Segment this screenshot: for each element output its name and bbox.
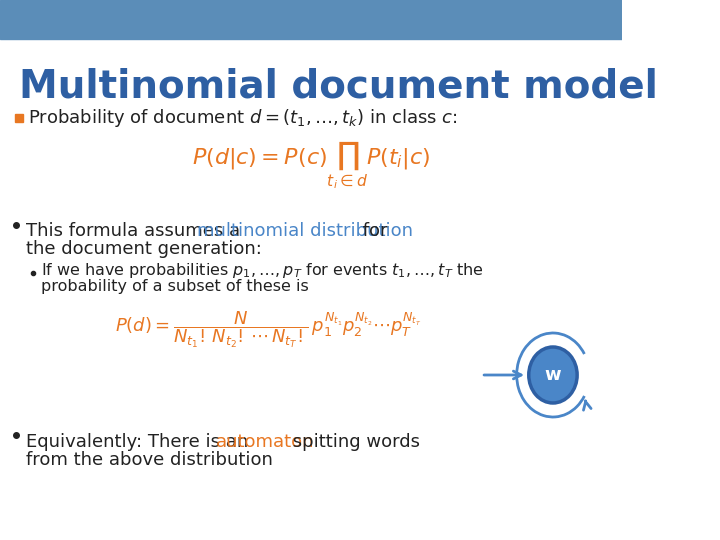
Text: This formula assumes a: This formula assumes a: [26, 222, 246, 240]
Text: spitting words: spitting words: [287, 433, 420, 451]
Text: automaton: automaton: [216, 433, 315, 451]
Text: Equivalently: There is an: Equivalently: There is an: [26, 433, 254, 451]
Text: w: w: [544, 366, 562, 384]
Circle shape: [528, 347, 577, 403]
Text: If we have probabilities $p_1, \ldots, p_T$ for events $t_1, \ldots, t_T$ the: If we have probabilities $p_1, \ldots, p…: [42, 260, 485, 280]
Text: Probability of document $d = (t_1, \ldots, t_k)$ in class $c$:: Probability of document $d = (t_1, \ldot…: [27, 107, 457, 129]
Text: the document generation:: the document generation:: [26, 240, 262, 258]
Text: from the above distribution: from the above distribution: [26, 451, 273, 469]
Text: probability of a subset of these is: probability of a subset of these is: [42, 280, 309, 294]
Text: Multinomial document model: Multinomial document model: [19, 68, 658, 106]
Text: $P(d|c) = P(c)\prod_{t_i \in d} P(t_i|c)$: $P(d|c) = P(c)\prod_{t_i \in d} P(t_i|c)…: [192, 139, 430, 191]
Bar: [0, 0, 622, 39]
Text: for: for: [357, 222, 387, 240]
Text: multinomial distribution: multinomial distribution: [197, 222, 413, 240]
Text: $P(d) = \dfrac{N}{N_{t_1}!\,N_{t_2}!\,\cdots\,N_{t_T}!}\,p_1^{N_{t_1}}p_2^{N_{t_: $P(d) = \dfrac{N}{N_{t_1}!\,N_{t_2}!\,\c…: [114, 309, 421, 350]
